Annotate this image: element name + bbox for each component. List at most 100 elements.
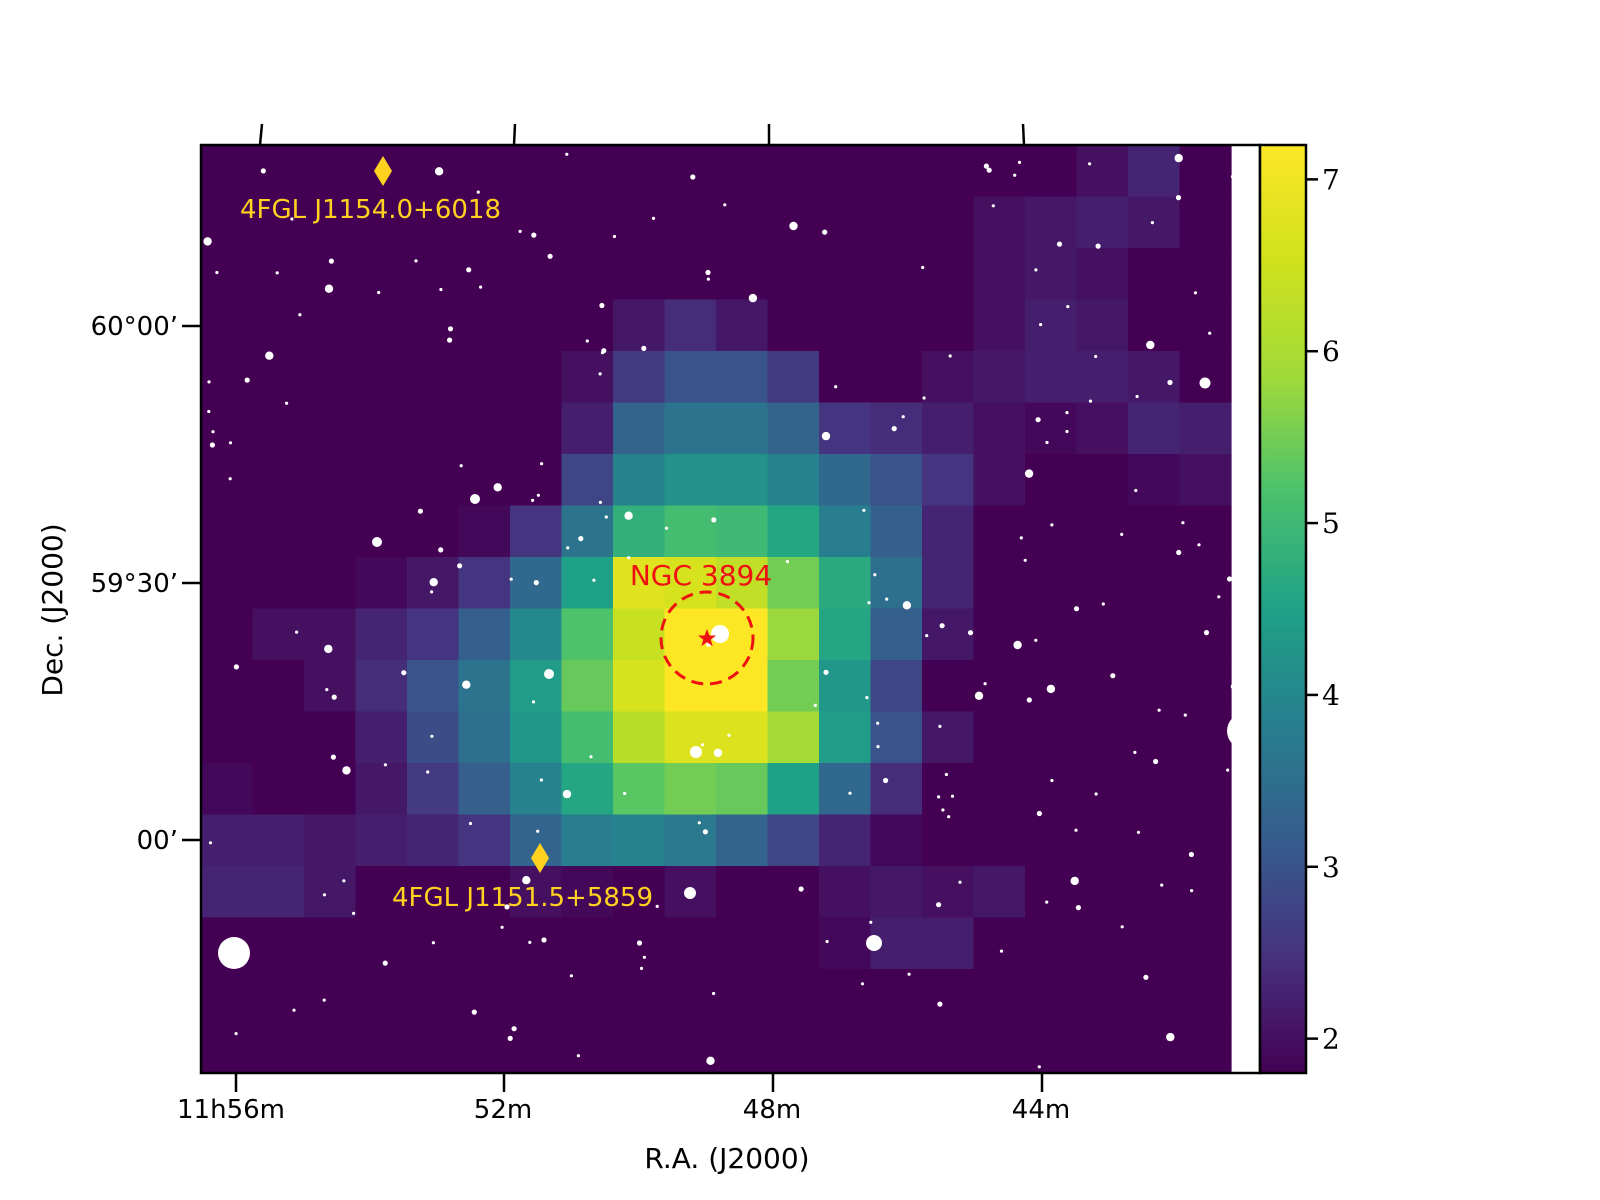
ts-pixel <box>510 969 563 1022</box>
ts-pixel <box>510 454 563 507</box>
y-tick-label: 60°00’ <box>91 312 178 342</box>
ts-pixel <box>922 763 975 816</box>
star-dot <box>462 680 471 689</box>
ts-pixel <box>1179 196 1232 249</box>
ts-pixel <box>973 557 1026 610</box>
ts-pixel <box>767 299 820 352</box>
ts-pixel <box>767 454 820 507</box>
ts-pixel <box>201 351 254 404</box>
colorbar-tick-label: 6 <box>1322 335 1340 368</box>
ts-pixel <box>201 711 254 764</box>
star-dot <box>727 733 731 737</box>
star-dot <box>211 430 215 434</box>
star-dot <box>438 547 444 553</box>
star-dot <box>1254 851 1258 855</box>
star-dot <box>1088 162 1092 166</box>
ts-pixel <box>767 917 820 970</box>
colorbar-ticks <box>1306 178 1318 1040</box>
ts-pixel <box>1128 814 1181 867</box>
ts-pixel <box>304 454 357 507</box>
ts-pixel <box>407 505 460 558</box>
ts-pixel <box>767 505 820 558</box>
star-field <box>203 152 1260 1069</box>
ts-pixel <box>561 196 614 249</box>
x-tick-label: 11h56m <box>177 1095 285 1125</box>
ts-pixel <box>201 557 254 610</box>
star-dot <box>891 426 897 432</box>
star-dot <box>439 287 443 292</box>
ts-pixel <box>407 351 460 404</box>
ts-pixel <box>1179 866 1232 919</box>
ts-pixel <box>355 917 408 970</box>
ts-pixel <box>716 711 769 764</box>
ts-pixel <box>870 969 923 1022</box>
ts-pixel <box>613 969 666 1022</box>
ts-pixel <box>767 660 820 713</box>
ts-pixel <box>1076 917 1129 970</box>
star-dot <box>1153 758 1159 765</box>
ts-pixel <box>973 917 1026 970</box>
star-dot <box>1188 851 1194 858</box>
star-dot <box>944 772 949 777</box>
star-dot <box>967 630 974 636</box>
ts-pixel <box>767 402 820 455</box>
ts-pixel <box>613 1020 666 1073</box>
ts-pixel <box>1025 1020 1078 1073</box>
star-dot <box>1034 638 1038 642</box>
star-dot <box>639 966 644 971</box>
ts-pixel <box>922 660 975 713</box>
ts-pixel <box>973 299 1026 352</box>
star-dot <box>701 743 705 747</box>
ts-pixel <box>1128 763 1181 816</box>
ts-pixel <box>664 969 717 1022</box>
star-dot <box>592 578 596 582</box>
ts-pixel <box>613 248 666 301</box>
ts-pixel <box>613 299 666 352</box>
ts-pixel <box>1076 454 1129 507</box>
star-dot <box>589 755 593 759</box>
ts-pixel <box>819 608 872 661</box>
ts-pixel <box>716 814 769 867</box>
ts-pixel <box>819 145 872 198</box>
ts-pixel <box>407 299 460 352</box>
ts-pixel <box>561 969 614 1022</box>
ts-pixel <box>1128 248 1181 301</box>
ts-pixel <box>870 814 923 867</box>
ts-pixel <box>613 608 666 661</box>
x-tick-label: 44m <box>1012 1095 1070 1125</box>
ts-pixel <box>1128 145 1181 198</box>
ts-pixel <box>1179 660 1232 713</box>
target-star-icon <box>697 629 717 647</box>
star-dot <box>1183 713 1187 717</box>
star-dot <box>493 483 502 492</box>
x-axis-title: R.A. (J2000) <box>644 1142 809 1175</box>
bright-star <box>866 935 882 951</box>
ts-pixel <box>922 557 975 610</box>
ts-pixel <box>201 608 254 661</box>
star-dot <box>1230 175 1234 179</box>
star-dot <box>822 229 828 235</box>
ts-pixel <box>304 969 357 1022</box>
ts-pixel <box>1076 145 1129 198</box>
star-dot <box>983 163 990 169</box>
ts-pixel <box>716 1020 769 1073</box>
star-dot <box>823 669 829 675</box>
star-dot <box>1019 536 1023 540</box>
star-dot <box>1134 488 1138 493</box>
star-dot <box>936 902 942 908</box>
star-dot <box>207 409 211 414</box>
star-dot <box>382 960 388 966</box>
star-dot <box>541 937 547 943</box>
ts-pixel <box>664 763 717 816</box>
ts-pixel <box>407 402 460 455</box>
y-tick-label: 00’ <box>137 826 178 856</box>
star-dot <box>1236 872 1242 878</box>
y-axis-title: Dec. (J2000) <box>36 523 69 696</box>
ts-pixel <box>407 660 460 713</box>
ts-pixel <box>510 505 563 558</box>
ts-pixel <box>304 145 357 198</box>
ts-pixel <box>201 866 254 919</box>
star-dot <box>1095 243 1101 249</box>
ts-pixel <box>407 608 460 661</box>
star-dot <box>209 442 215 448</box>
